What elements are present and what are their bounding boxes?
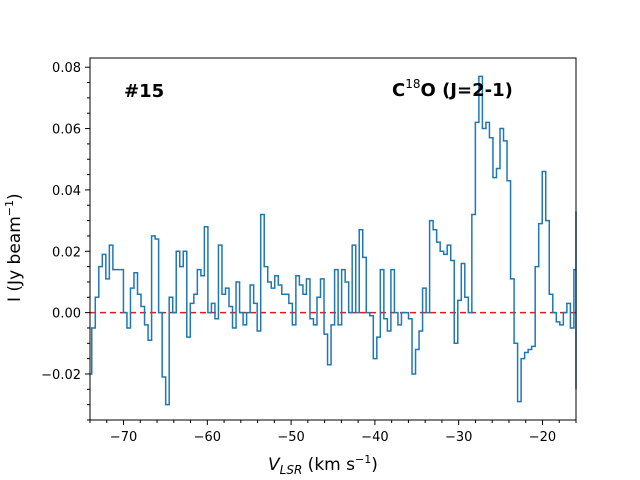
y-axis-ticks: −0.02 0.00 0.02 0.04 0.06 0.08	[41, 61, 90, 421]
x-tick-label: −70	[110, 430, 137, 445]
x-axis-label: VLSR (km s−1)	[268, 453, 378, 477]
x-axis-label-end: )	[371, 455, 378, 475]
x-axis-label-sup: −1	[355, 453, 371, 466]
axes-frame	[89, 57, 577, 421]
molecule-symbol: C	[392, 80, 405, 101]
x-tick-label: −60	[194, 430, 221, 445]
y-axis-label-main: I (Jy beam	[5, 216, 25, 302]
y-axis-label-sup: −1	[3, 200, 16, 216]
y-tick-label: 0.06	[52, 123, 81, 138]
y-tick-label: 0.08	[52, 61, 81, 76]
isotope-superscript: 18	[405, 77, 420, 91]
y-axis-label: I (Jy beam−1)	[3, 193, 25, 302]
y-tick-label: 0.04	[52, 184, 81, 199]
y-tick-label: −0.02	[41, 368, 81, 383]
x-axis-label-var: V	[268, 455, 281, 475]
transition-text: O (J=2-1)	[421, 80, 513, 101]
spectrum-id-label: #15	[124, 81, 164, 102]
x-axis-ticks: −70 −60 −50 −40 −30 −20	[89, 420, 577, 445]
y-axis-label-end: )	[5, 193, 25, 200]
plot-area	[89, 57, 577, 421]
x-axis-label-sub: LSR	[280, 463, 303, 477]
axes-background	[90, 58, 576, 420]
x-tick-label: −40	[361, 430, 388, 445]
x-axis-label-units: (km s	[302, 455, 355, 475]
x-tick-label: −20	[529, 430, 556, 445]
x-tick-label: −30	[445, 430, 472, 445]
y-tick-label: 0.00	[52, 307, 81, 322]
x-tick-label: −50	[277, 430, 304, 445]
y-tick-label: 0.02	[52, 245, 81, 260]
molecule-transition-label: C18O (J=2-1)	[392, 77, 513, 101]
